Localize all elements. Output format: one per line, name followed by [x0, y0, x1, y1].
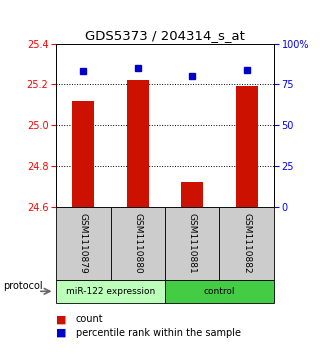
Text: ■: ■ — [56, 328, 67, 338]
Text: miR-122 expression: miR-122 expression — [66, 287, 155, 296]
Bar — [182, 183, 203, 207]
Text: ■: ■ — [56, 314, 67, 325]
Bar — [236, 86, 257, 207]
Text: count: count — [76, 314, 104, 325]
Text: percentile rank within the sample: percentile rank within the sample — [76, 328, 241, 338]
Text: control: control — [204, 287, 235, 296]
Bar — [127, 80, 148, 207]
Text: GSM1110881: GSM1110881 — [188, 213, 197, 274]
Text: GSM1110880: GSM1110880 — [133, 213, 142, 274]
Text: protocol: protocol — [3, 281, 43, 291]
Text: GSM1110879: GSM1110879 — [79, 213, 88, 274]
Title: GDS5373 / 204314_s_at: GDS5373 / 204314_s_at — [85, 29, 245, 42]
Text: GSM1110882: GSM1110882 — [242, 213, 251, 274]
Bar — [73, 101, 94, 207]
